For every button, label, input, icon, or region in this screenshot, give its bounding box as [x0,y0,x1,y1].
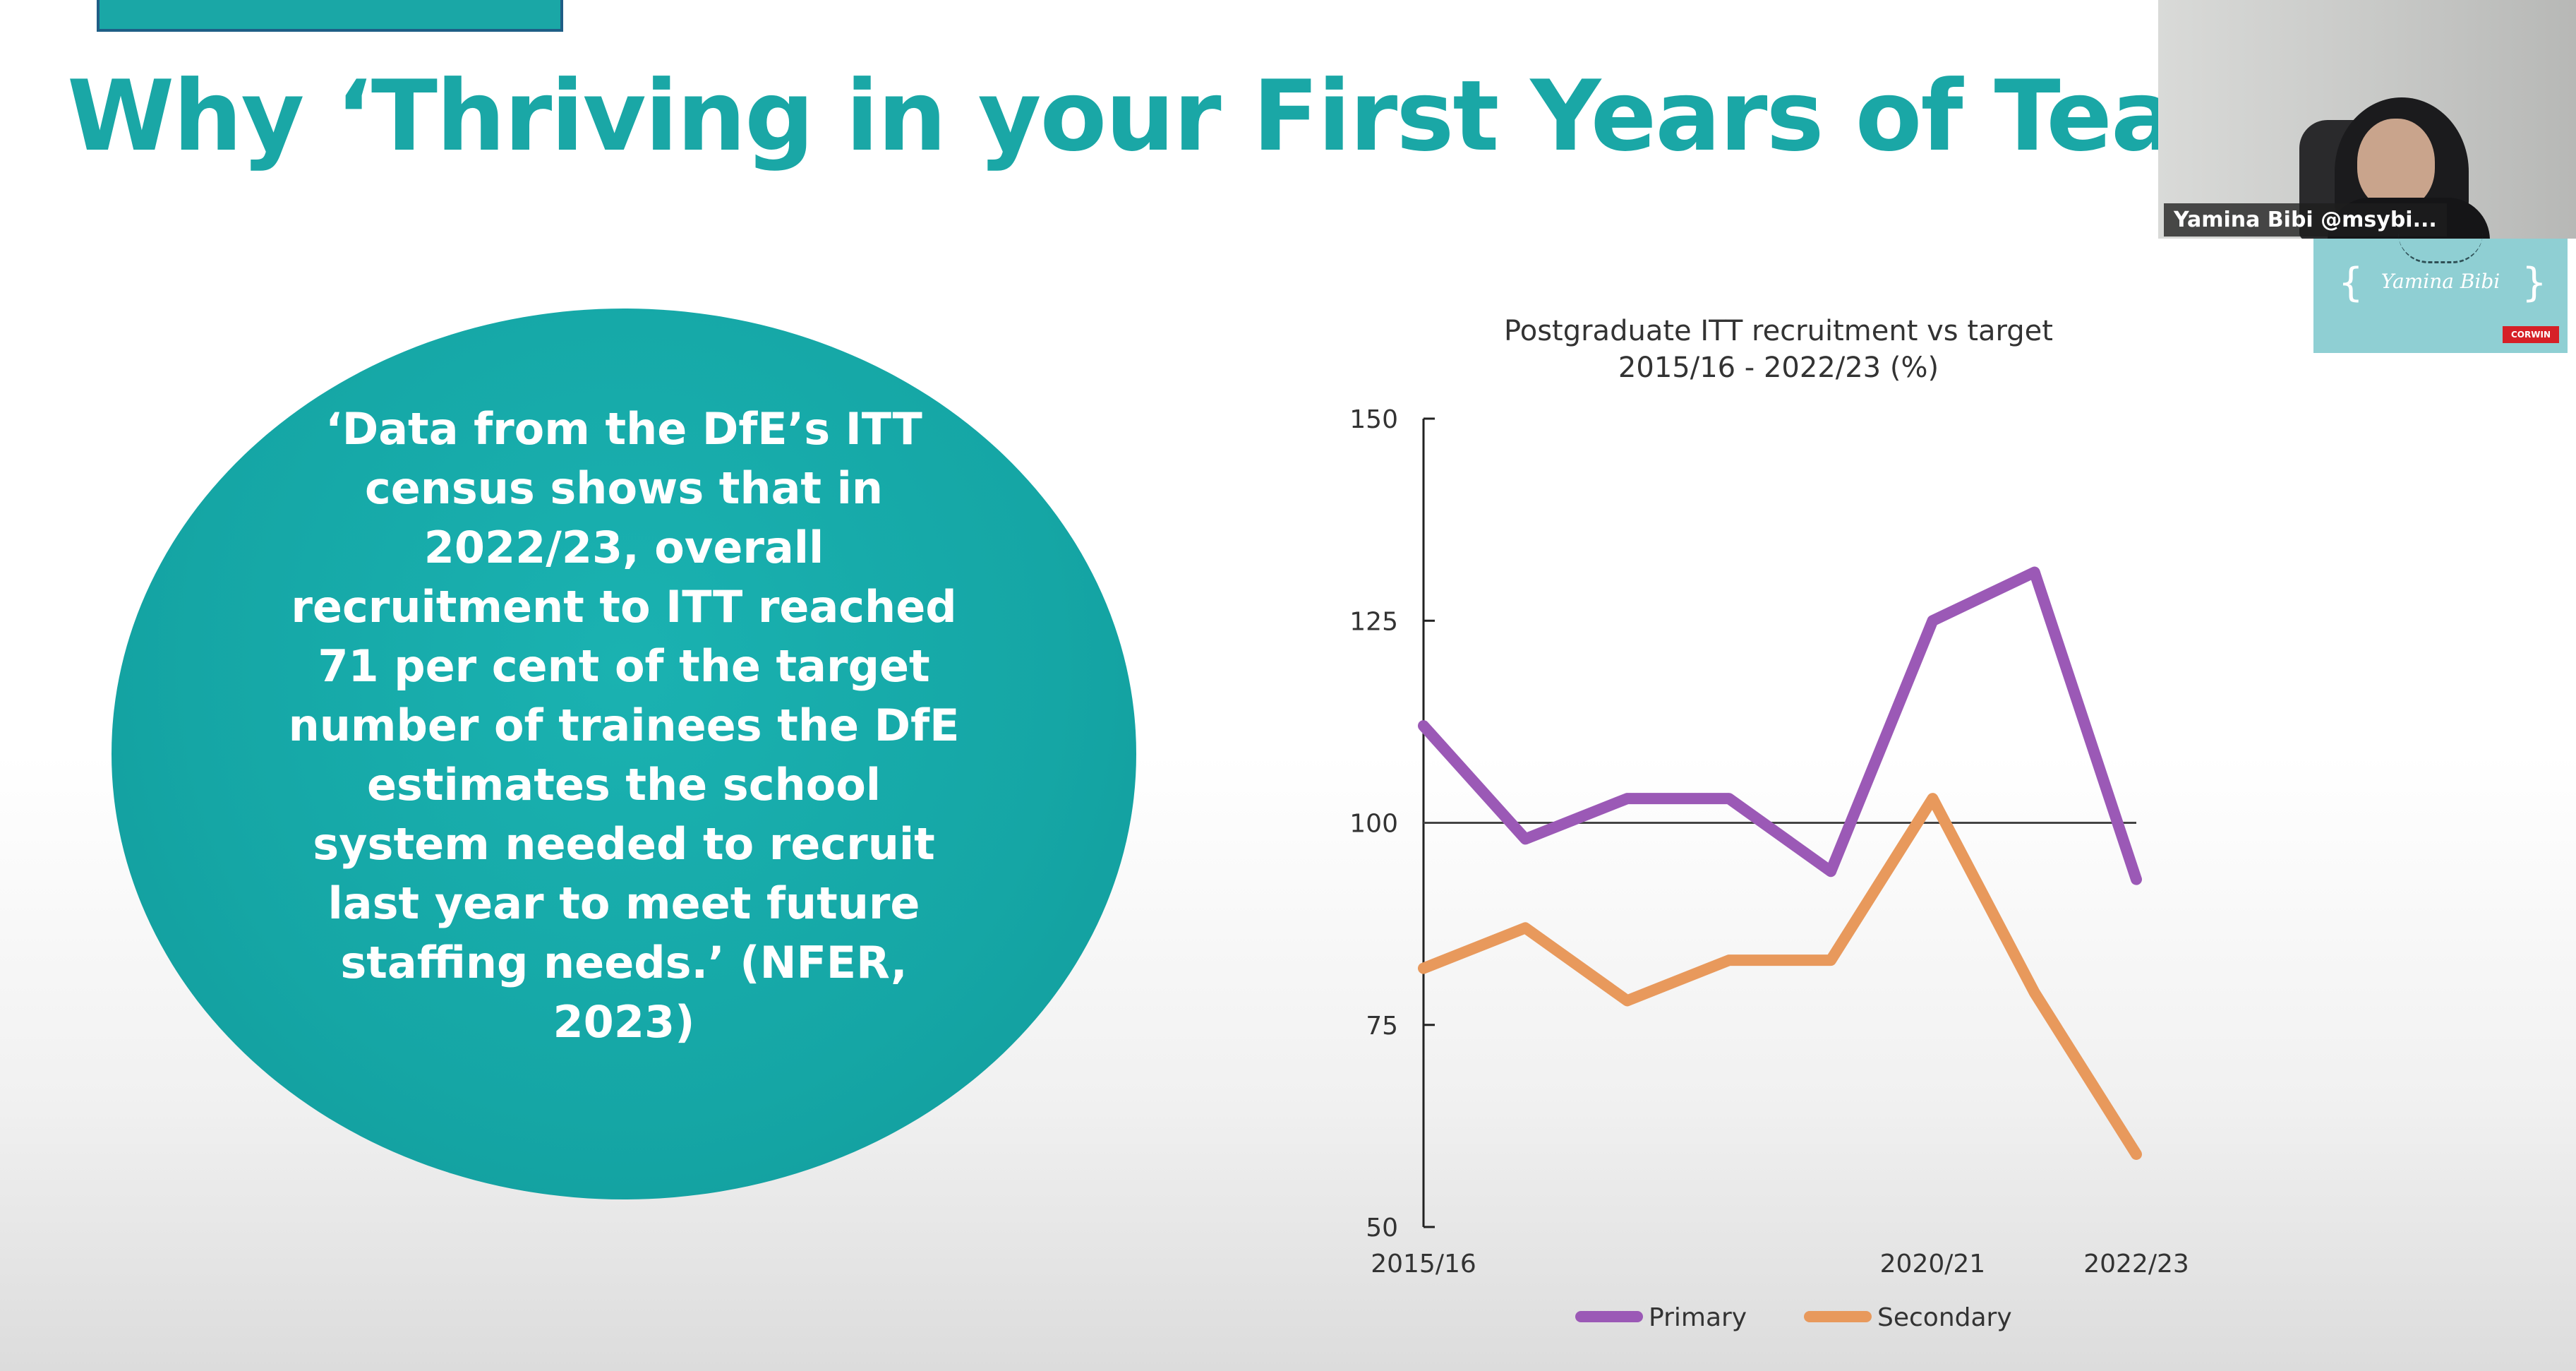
legend-label-primary: Primary [1649,1303,1747,1332]
promo-card: { Yamina Bibi } CORWIN [2313,239,2568,353]
promo-signature: Yamina Bibi [2381,270,2500,293]
data-point-primary [2033,571,2035,573]
data-point-secondary [1728,959,1730,962]
chart-subtitle: 2015/16 - 2022/23 (%) [1618,352,1939,384]
series-line-secondary [1418,793,2142,1160]
publisher-logo: CORWIN [2503,326,2559,343]
participant-name-label: Yamina Bibi @msybi... [2164,203,2447,237]
promo-swirl [2398,233,2483,263]
chart-legend: Primary Secondary [1575,1303,2012,1332]
data-point-secondary [2033,991,2035,993]
data-point-primary [1524,838,1527,840]
data-point-secondary [1932,798,1934,800]
participant-face [2357,119,2435,209]
y-tick-label: 75 [1366,1012,1398,1041]
participant-name-tag: Yamina Bibi @msybi... [2158,196,2576,239]
series-line-primary [1418,566,2142,885]
recruitment-chart: Postgraduate ITT recruitment vs target 2… [1349,315,2189,1332]
y-tick-label: 150 [1349,405,1398,434]
x-tick-label: 2015/16 [1371,1250,1476,1279]
data-point-secondary [1626,1000,1628,1002]
promo-brace-right: } [2522,260,2546,306]
data-point-primary [1626,798,1628,800]
data-point-primary [1932,620,1934,622]
chart-title: Postgraduate ITT recruitment vs target [1504,315,2053,347]
chart-series [1418,566,2142,1160]
quote-text: ‘Data from the DfE’s ITT census shows th… [288,403,960,1048]
data-point-primary [1728,798,1730,800]
y-tick-label: 50 [1366,1214,1398,1243]
data-point-secondary [1423,967,1424,969]
data-point-primary [1423,725,1424,727]
x-tick-label: 2022/23 [2083,1250,2189,1279]
x-tick-label: 2020/21 [1880,1250,1986,1279]
promo-brace-left: { [2339,260,2363,306]
chart-axes: 50 75 100 125 150 2015/16 2020/21 2022/23 [1349,405,2189,1279]
participant-video-tile[interactable]: Yamina Bibi @msybi... [2158,0,2576,239]
legend-label-secondary: Secondary [1877,1303,2012,1332]
slide-title: Why ‘Thriving in your First Years of Tea… [67,59,2184,173]
data-point-secondary [2136,1153,2137,1155]
slide-top-tab [97,0,563,32]
data-point-primary [2136,878,2137,880]
data-point-secondary [1524,927,1527,929]
y-tick-label: 100 [1349,810,1398,839]
quote-ellipse: ‘Data from the DfE’s ITT census shows th… [112,309,1136,1199]
data-point-secondary [1830,959,1832,962]
y-tick-label: 125 [1349,607,1398,636]
data-point-primary [1830,870,1832,873]
